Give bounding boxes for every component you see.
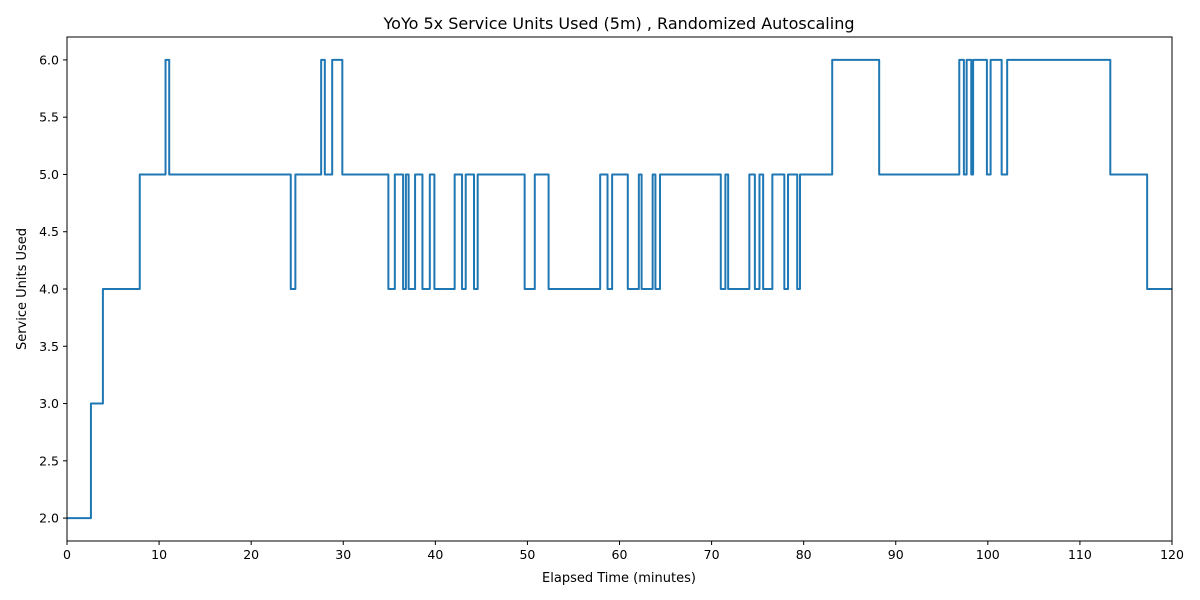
x-tick-label: 0 <box>63 547 71 562</box>
x-tick-label: 60 <box>612 547 628 562</box>
y-tick-label: 6.0 <box>39 52 59 67</box>
series-line <box>67 58 1172 520</box>
y-tick-label: 2.5 <box>39 453 59 468</box>
y-axis-label: Service Units Used <box>15 228 30 350</box>
y-tick-label: 5.5 <box>39 110 59 125</box>
y-tick-label: 2.0 <box>39 511 59 526</box>
y-tick-label: 4.0 <box>39 282 59 297</box>
x-tick-label: 50 <box>519 547 535 562</box>
y-tick-label: 3.0 <box>39 396 59 411</box>
x-tick-label: 120 <box>1160 547 1184 562</box>
plot-area: 0 10 20 30 40 50 60 70 80 90 100 110 120 2.0 2.5 3.0 3.5… <box>39 36 1184 562</box>
x-tick-label: 40 <box>427 547 443 562</box>
y-tick-label: 4.5 <box>39 224 59 239</box>
chart-title: YoYo 5x Service Units Used (5m) , Random… <box>383 14 855 33</box>
x-tick-label: 10 <box>151 547 167 562</box>
x-tick-label: 20 <box>243 547 259 562</box>
x-tick-label: 100 <box>976 547 1000 562</box>
x-tick-label: 80 <box>796 547 812 562</box>
x-tick-label: 110 <box>1068 547 1092 562</box>
y-tick-label: 5.0 <box>39 167 59 182</box>
x-axis-label: Elapsed Time (minutes) <box>542 571 696 586</box>
y-tick-label: 3.5 <box>39 339 59 354</box>
x-tick-label: 30 <box>335 547 351 562</box>
x-tick-label: 70 <box>704 547 720 562</box>
x-tick-label: 90 <box>888 547 904 562</box>
